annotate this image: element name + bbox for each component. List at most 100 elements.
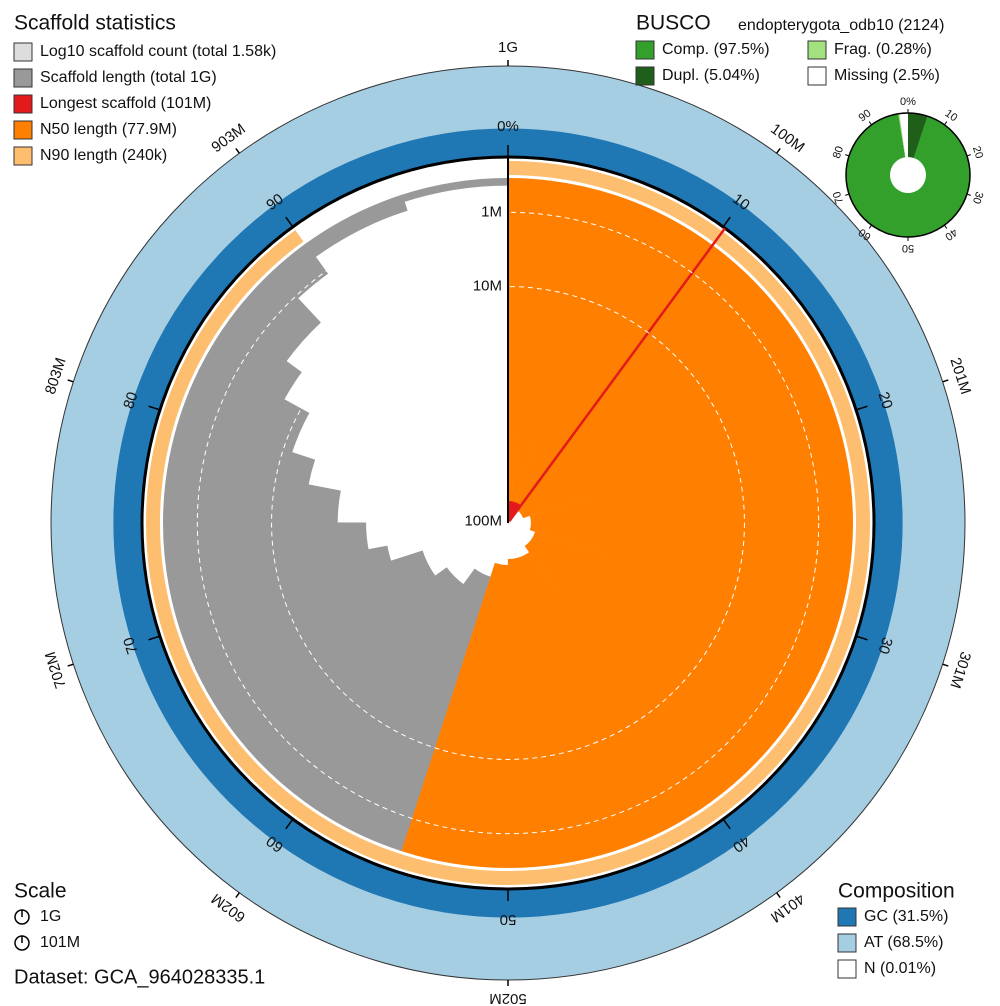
busco-fragmented	[898, 113, 906, 158]
percent-tick	[855, 405, 868, 411]
length-tick	[235, 147, 240, 154]
scaffold-step	[228, 567, 464, 803]
percent-tick-label: 10	[729, 190, 752, 214]
busco-tick	[868, 121, 872, 126]
scaffold-step	[304, 568, 491, 852]
composition-title: Composition	[838, 880, 955, 903]
legend-swatch	[13, 120, 33, 140]
busco-tick	[944, 121, 948, 126]
radial-grid	[271, 286, 745, 760]
busco-tick	[966, 154, 971, 157]
percent-tick	[855, 635, 868, 641]
percent-tick-label: 30	[874, 635, 895, 656]
legend-label: Log10 scaffold count (total 1.58k)	[40, 43, 276, 60]
scaffold-step	[305, 194, 408, 258]
scaffold-step	[205, 319, 302, 400]
percent-tick	[148, 405, 161, 411]
percent-tick-label: 70	[120, 635, 141, 656]
legend-label: Frag. (0.28%)	[834, 41, 932, 58]
scale-label: 101M	[40, 934, 80, 951]
busco-duplicated	[908, 113, 928, 158]
legend-label: N (0.01%)	[864, 960, 936, 977]
percent-tick-label: 80	[120, 390, 141, 411]
length-tick	[67, 663, 74, 667]
longest-line	[506, 227, 726, 524]
percent-tick	[722, 216, 731, 228]
legend-swatch	[635, 66, 655, 86]
percent-tick	[285, 818, 294, 830]
scaffold-step	[529, 416, 854, 631]
busco-tick	[966, 193, 971, 196]
legend-swatch	[807, 40, 827, 60]
legend-label: N50 length (77.9M)	[40, 121, 177, 138]
length-tick	[67, 379, 74, 383]
busco-title: BUSCO	[636, 12, 711, 35]
scaffold-step	[508, 180, 616, 519]
busco-tick-label: 60	[857, 226, 874, 243]
legend-label: Dupl. (5.04%)	[662, 67, 760, 84]
busco-tick-label: 80	[831, 145, 846, 160]
dataset-label: Dataset: GCA_964028335.1	[14, 966, 265, 988]
length-tick	[776, 147, 781, 154]
busco-tick	[868, 224, 872, 229]
legend-label: Longest scaffold (101M)	[40, 95, 211, 112]
length-tick	[942, 663, 949, 667]
busco-tick-label: 20	[970, 145, 985, 160]
legend-swatch	[13, 42, 33, 62]
scaffold-step	[179, 355, 310, 453]
scaffold-step	[400, 562, 508, 868]
busco-tick	[845, 193, 850, 196]
busco-tick-label: 50	[902, 242, 914, 254]
busco-tick-label: 90	[857, 107, 874, 124]
scaffold-step	[163, 457, 341, 523]
busco-tick	[944, 224, 948, 229]
radial-grid	[196, 211, 820, 835]
scaffold-step	[401, 178, 510, 203]
scaffold-step	[506, 552, 711, 868]
percent-tick-label: 90	[263, 190, 286, 214]
busco-tick-label: 30	[970, 190, 985, 205]
length-tick-label: 201M	[946, 356, 974, 397]
scale-label: 1G	[40, 908, 61, 925]
scaffold-step	[163, 521, 369, 588]
busco-missing	[899, 113, 908, 158]
busco-tick-label: 10	[942, 107, 959, 124]
legend-swatch	[13, 68, 33, 88]
radial-tick-label: 1M	[481, 203, 502, 220]
busco-complete	[846, 113, 970, 237]
length-tick-label: 502M	[489, 990, 527, 1006]
legend-label: AT (68.5%)	[864, 934, 943, 951]
busco-tick-label: 0%	[900, 96, 916, 108]
legend-swatch	[13, 94, 33, 114]
length-tick-label: 1G	[498, 39, 518, 56]
radial-tick-label: 10M	[473, 278, 502, 295]
percent-tick-label: 0%	[497, 118, 519, 135]
busco-lineage: endopterygota_odb10 (2124)	[738, 17, 944, 34]
percent-tick-label: 40	[729, 832, 752, 856]
scaffold-step	[169, 415, 316, 485]
legend-swatch	[635, 40, 655, 60]
scaffold-step	[511, 194, 712, 515]
busco-tick-label: 70	[831, 190, 846, 205]
legend-swatch	[837, 907, 857, 927]
busco-tick	[845, 154, 850, 157]
chart-title: Scaffold statistics	[14, 12, 176, 35]
scaffold-step	[179, 550, 436, 726]
legend-swatch	[13, 146, 33, 166]
legend-label: N90 length (240k)	[40, 147, 167, 164]
scaffold-step	[524, 531, 837, 803]
length-tick-label: 803M	[42, 356, 70, 397]
at-ring	[51, 66, 965, 980]
legend-label: Scaffold length (total 1G)	[40, 69, 217, 86]
legend-swatch	[837, 933, 857, 953]
legend-label: GC (31.5%)	[864, 908, 948, 925]
length-tick	[235, 892, 240, 899]
legend-label: Comp. (97.5%)	[662, 41, 770, 58]
percent-tick	[722, 818, 731, 830]
length-tick-label: 702M	[42, 649, 70, 690]
busco-tick-label: 40	[942, 226, 959, 243]
radial-grid	[505, 520, 511, 526]
length-tick	[776, 892, 781, 899]
legend-label: Missing (2.5%)	[834, 67, 940, 84]
